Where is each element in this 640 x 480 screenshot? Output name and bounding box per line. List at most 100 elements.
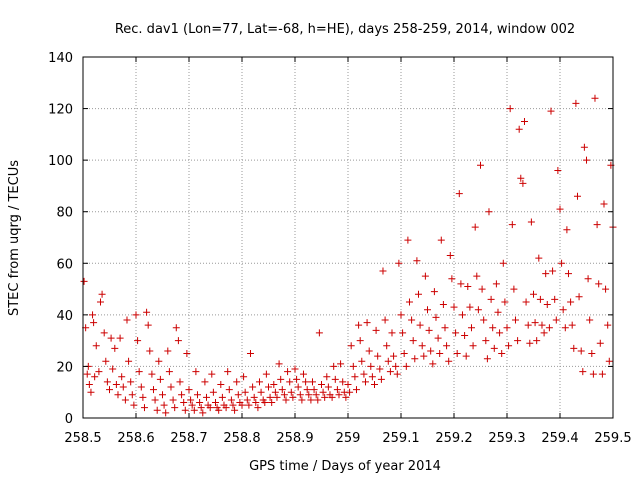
data-point [563, 226, 571, 234]
data-point [222, 404, 230, 412]
data-point [229, 401, 237, 409]
data-point [308, 378, 316, 386]
data-point [374, 352, 382, 360]
data-point [483, 355, 491, 363]
data-point [558, 259, 566, 267]
data-point [144, 321, 152, 329]
data-point [202, 393, 210, 401]
data-point [443, 342, 451, 350]
data-point [485, 208, 493, 216]
data-point [192, 368, 200, 376]
data-point [464, 282, 472, 290]
data-point [187, 396, 195, 404]
data-point [469, 342, 477, 350]
data-point [218, 393, 226, 401]
data-point [568, 321, 576, 329]
data-point [245, 401, 253, 409]
data-point [514, 337, 522, 345]
data-point [307, 396, 315, 404]
data-point [271, 388, 279, 396]
data-point [446, 252, 454, 260]
data-point [490, 344, 498, 352]
data-point [450, 303, 458, 311]
data-point [589, 370, 597, 378]
data-point [328, 393, 336, 401]
data-point [95, 368, 103, 376]
data-point [527, 218, 535, 226]
data-point [342, 393, 350, 401]
data-point [127, 378, 135, 386]
data-point [421, 272, 429, 280]
data-point [549, 267, 557, 275]
data-point [318, 380, 325, 388]
data-point [89, 311, 97, 319]
data-point [257, 388, 265, 396]
data-point [197, 404, 205, 412]
data-point [471, 223, 479, 231]
data-point [339, 378, 347, 386]
data-point [360, 370, 368, 378]
data-point [107, 334, 115, 342]
data-point [567, 298, 575, 306]
data-point [533, 337, 541, 345]
grid-lines [83, 57, 613, 418]
data-point [453, 350, 461, 358]
data-point [510, 285, 518, 293]
x-tick-label: 259 [336, 431, 361, 446]
data-point [96, 298, 104, 306]
data-point [424, 306, 431, 314]
data-point [284, 368, 292, 376]
data-point [542, 270, 550, 278]
data-point [445, 357, 453, 365]
data-point [171, 404, 179, 412]
data-point [400, 350, 408, 358]
x-tick-label: 258.6 [117, 431, 154, 446]
data-point [416, 321, 424, 329]
data-point [196, 399, 204, 407]
data-point [437, 236, 445, 244]
data-point [545, 324, 553, 332]
data-point [531, 319, 539, 327]
data-point [303, 386, 311, 394]
data-point [383, 342, 391, 350]
data-point [596, 339, 604, 347]
data-points [80, 94, 617, 417]
data-point [227, 396, 235, 404]
data-point [505, 342, 513, 350]
data-point [119, 383, 127, 391]
data-point [265, 383, 272, 391]
data-point [517, 174, 525, 182]
data-point [600, 200, 608, 208]
data-point [162, 409, 170, 417]
data-point [461, 331, 469, 339]
data-point [478, 285, 486, 293]
data-point [602, 285, 610, 293]
data-point [429, 360, 437, 368]
data-point [87, 388, 95, 396]
y-tick-label: 120 [48, 103, 73, 118]
data-point [432, 313, 440, 321]
x-axis-label: GPS time / Days of year 2014 [249, 459, 441, 474]
data-point [408, 316, 416, 324]
data-point [319, 388, 327, 396]
data-point [128, 391, 136, 399]
data-point [102, 357, 110, 365]
data-point [584, 275, 592, 283]
data-point [586, 316, 594, 324]
data-point [409, 337, 417, 345]
data-point [420, 352, 428, 360]
data-point [337, 360, 345, 368]
data-point [330, 362, 338, 370]
data-point [498, 350, 506, 358]
data-point [246, 350, 254, 358]
data-point [467, 324, 475, 332]
data-point [135, 368, 143, 376]
data-point [480, 316, 488, 324]
data-point [212, 399, 219, 407]
data-point [91, 373, 99, 381]
data-point [324, 383, 332, 391]
data-point [111, 344, 119, 352]
data-point [291, 365, 299, 373]
data-point [575, 293, 583, 301]
